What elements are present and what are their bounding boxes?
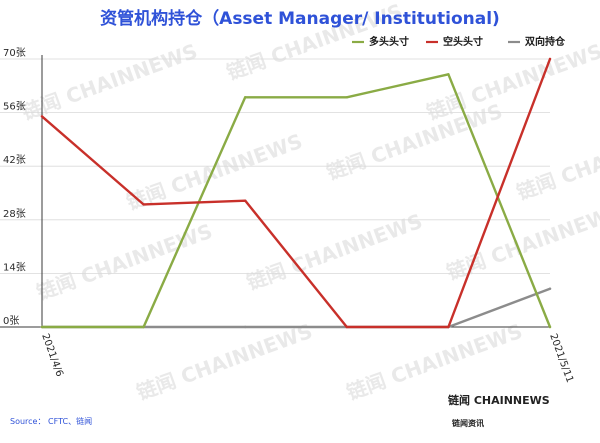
series-1-point-2 [142, 325, 145, 329]
watermark-text-6: 链闻 CHAINNEWS [514, 119, 600, 205]
chart-title: 资管机构持仓（Asset Manager/ Institutional) [100, 8, 500, 29]
series-line-3 [40, 287, 552, 329]
gridlines [0, 58, 550, 328]
watermark-text-9: 链闻 CHAINNEWS [444, 199, 600, 285]
y-axis-ticks: 0张 14张 28张 42张 56张 70张 [3, 47, 26, 327]
source-note: Source： CFTC、链闻 [10, 416, 92, 426]
watermark-text-3: 链闻 CHAINNEWS [424, 39, 600, 125]
legend-label-1: 多头头寸 [369, 35, 409, 48]
watermark-text-7: 链闻 CHAINNEWS [34, 219, 216, 305]
y-tick-label-28: 28张 [3, 208, 26, 220]
legend-label-2: 空头头寸 [443, 35, 483, 48]
series-1-point-4 [345, 96, 348, 99]
series-2-point-2 [142, 203, 145, 206]
series-2-point-5 [447, 325, 450, 329]
x-tick-label-2: 2021/5/11 [547, 332, 575, 384]
series-layer [40, 57, 552, 329]
series-2-point-4 [345, 325, 348, 329]
y-tick-label-70: 70张 [3, 47, 26, 59]
series-2-point-3 [244, 199, 247, 202]
series-1-point-6 [548, 325, 552, 329]
series-2-point-1 [40, 115, 44, 118]
x-tick-label-1: 2021/4/6 [39, 332, 65, 378]
y-tick-label-42: 42张 [3, 154, 26, 166]
series-2-point-6 [548, 57, 552, 61]
series-3-point-3 [244, 325, 247, 329]
watermark-text-5: 链闻 CHAINNEWS [324, 99, 506, 185]
y-tick-label-0: 0张 [3, 315, 19, 327]
series-1-point-1 [40, 325, 44, 329]
watermark-text-1: 链闻 CHAINNEWS [19, 39, 201, 125]
legend: 多头头寸 空头头寸 双向持仓 [352, 35, 566, 48]
y-tick-label-56: 56张 [3, 101, 26, 113]
series-3-point-6 [548, 287, 552, 290]
brand-logo-text: 链闻 CHAINNEWS [448, 393, 550, 407]
brand-subtitle: 链闻资讯 [452, 418, 484, 428]
legend-label-3: 双向持仓 [525, 35, 566, 48]
series-line-2 [40, 57, 552, 329]
watermark-text-11: 链闻 CHAINNEWS [344, 319, 526, 405]
series-line-1 [40, 73, 552, 329]
watermark-text-8: 链闻 CHAINNEWS [244, 209, 426, 295]
series-1-point-5 [447, 73, 450, 76]
watermark-text-10: 链闻 CHAINNEWS [134, 319, 316, 405]
y-tick-label-14: 14张 [3, 261, 26, 273]
series-1-point-3 [244, 96, 247, 99]
